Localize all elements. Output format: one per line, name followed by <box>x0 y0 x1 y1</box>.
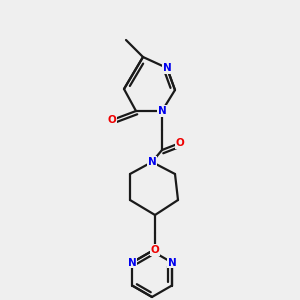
Text: O: O <box>108 115 116 125</box>
Text: O: O <box>176 138 184 148</box>
Text: N: N <box>158 106 166 116</box>
Text: N: N <box>128 257 136 268</box>
Text: O: O <box>151 245 159 255</box>
Text: N: N <box>148 157 156 167</box>
Text: N: N <box>167 257 176 268</box>
Text: N: N <box>163 63 171 73</box>
